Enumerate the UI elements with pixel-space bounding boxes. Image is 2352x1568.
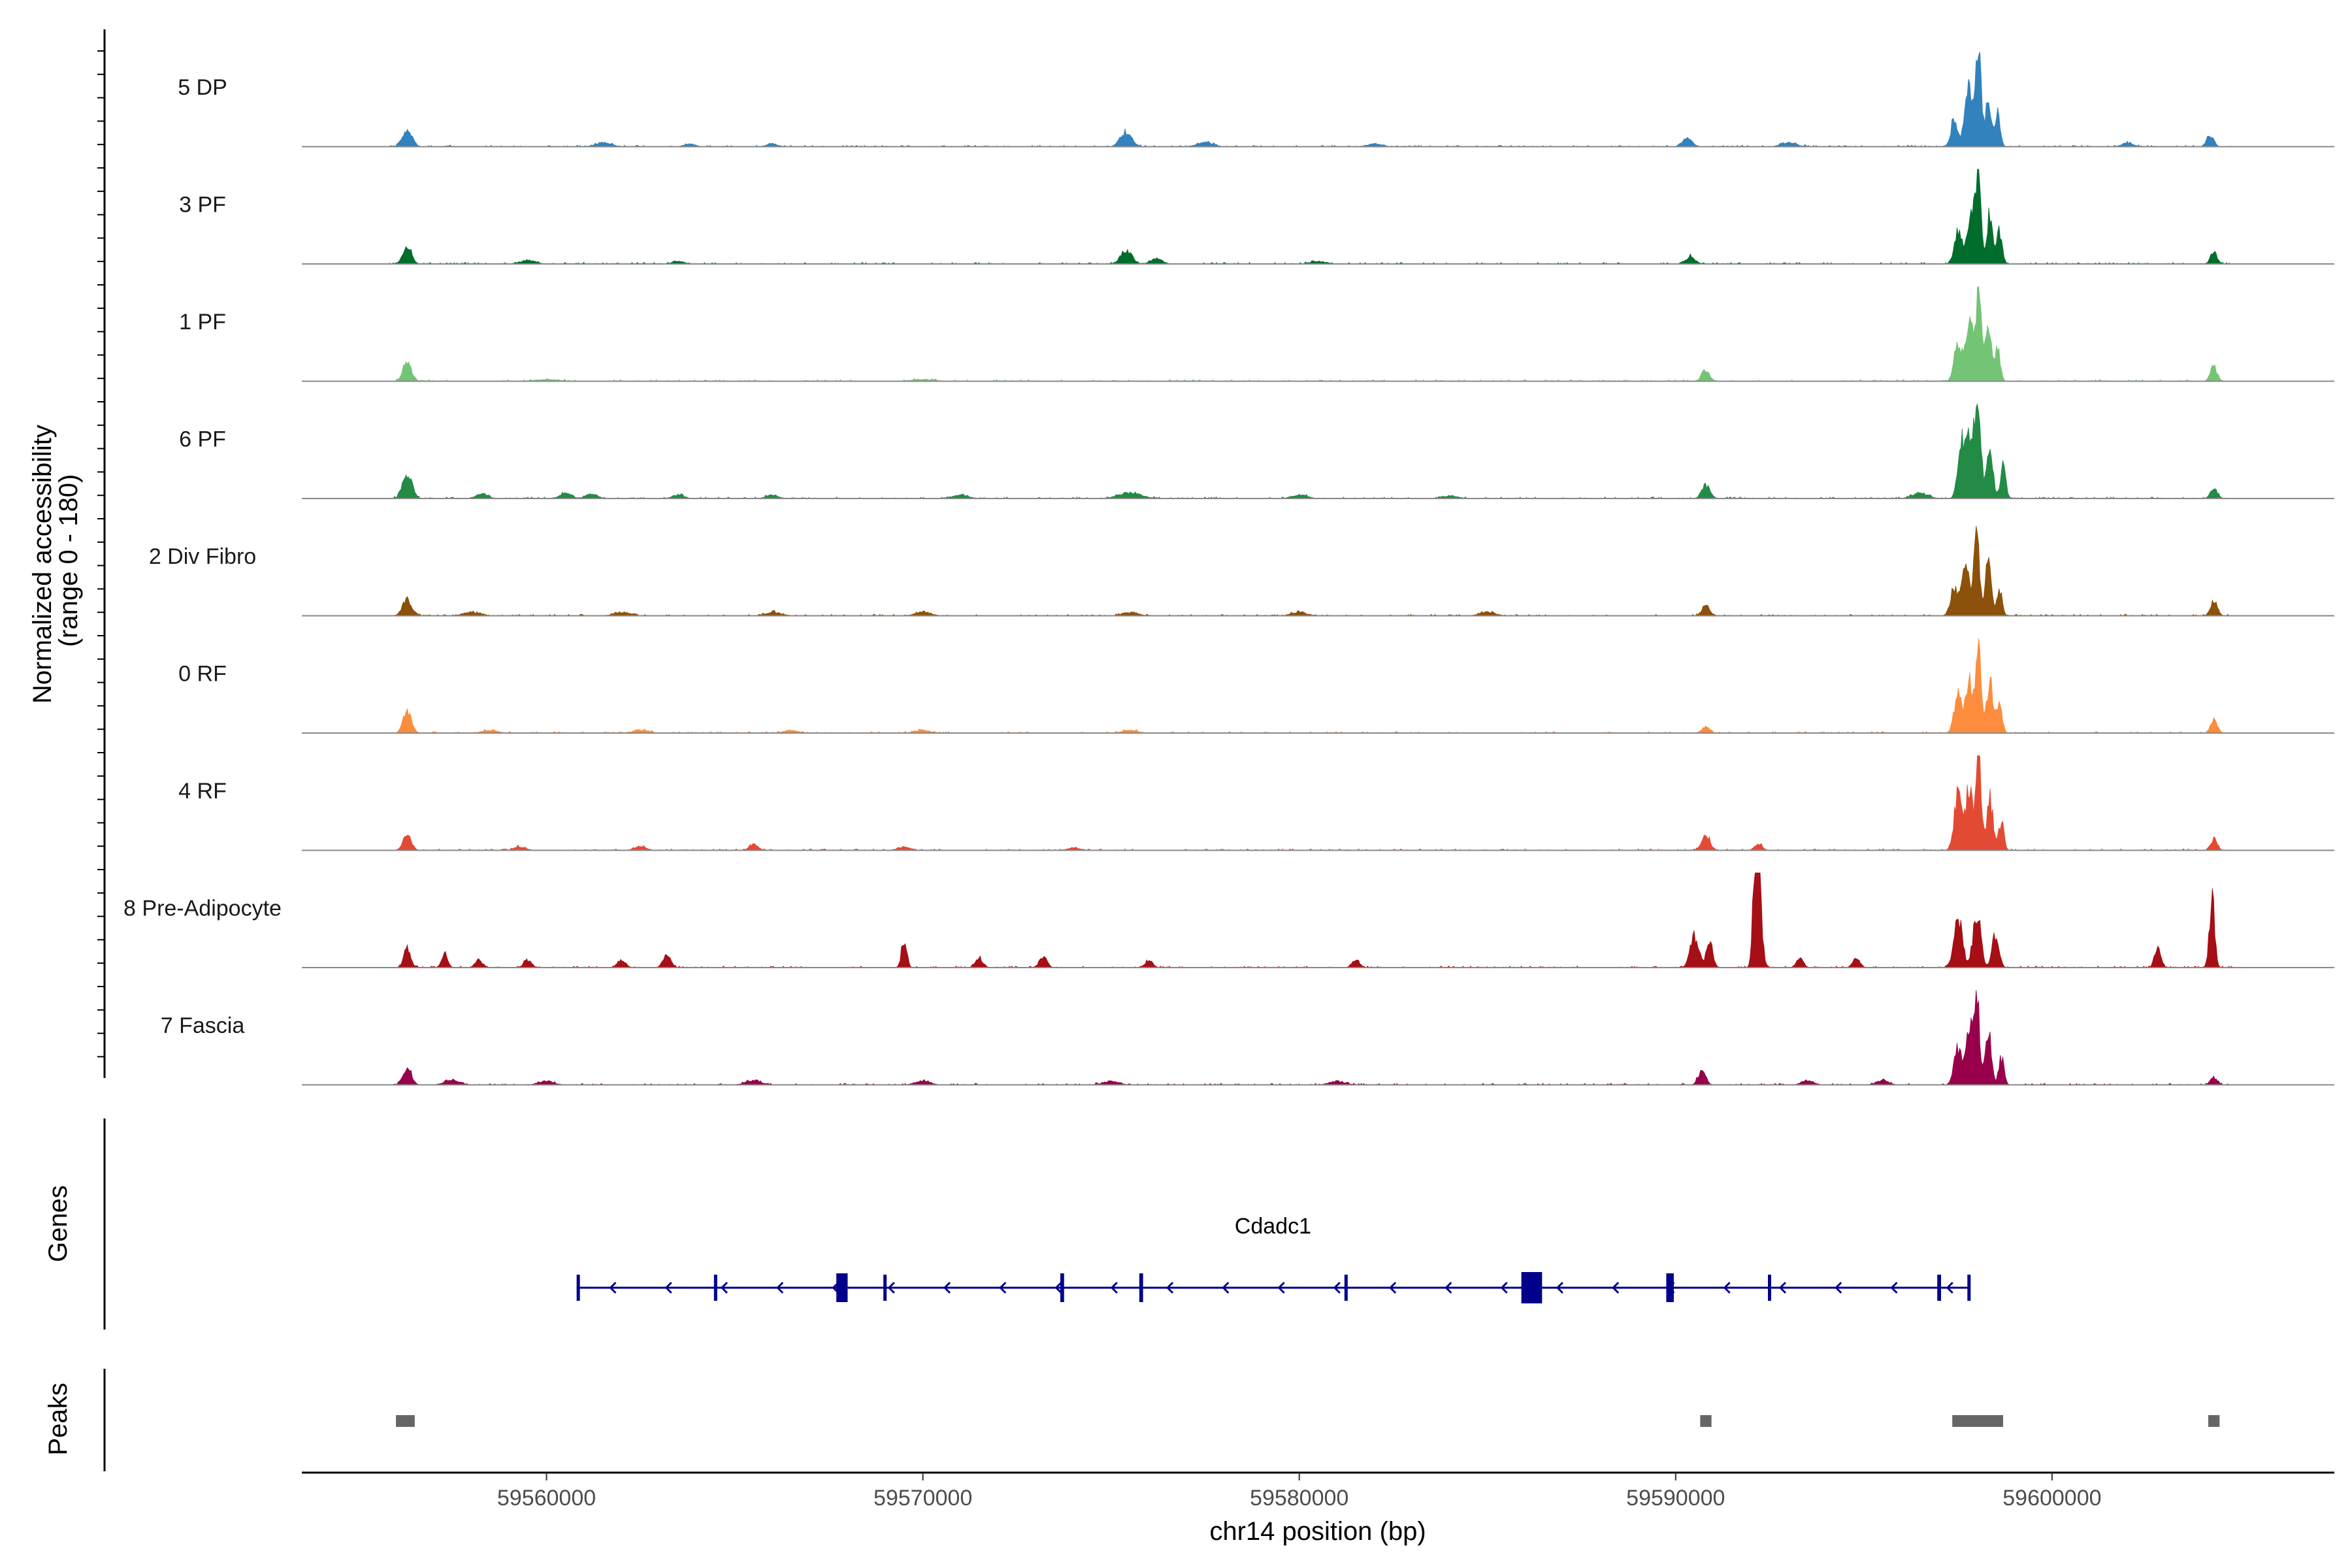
coverage-y-axis [97, 29, 106, 1078]
track-label-5-dp: 5 DP [178, 75, 227, 100]
strand-arrow [1110, 1281, 1118, 1294]
x-tick-label: 59580000 [1250, 1486, 1348, 1511]
strand-arrow [1445, 1281, 1452, 1294]
strand-arrow [1946, 1281, 1953, 1294]
x-tick-label: 59590000 [1626, 1486, 1725, 1511]
gene-exon [1937, 1275, 1941, 1301]
track-8-pre-adipocyte: 8 Pre-Adipocyte [123, 872, 2334, 968]
y-axis-ticks [97, 50, 105, 1058]
strand-arrow [1778, 1281, 1787, 1294]
track-0-rf: 0 RF [178, 638, 2334, 734]
strand-arrow [1556, 1281, 1563, 1294]
strand-arrow [1277, 1281, 1285, 1294]
peak-region [396, 1415, 415, 1427]
gene-exon [1060, 1273, 1064, 1302]
x-axis-ticks: 59560000 59570000 59580000 59590000 59600000 [497, 1473, 2102, 1511]
gene-exon [1666, 1273, 1674, 1302]
genes-panel: Genes Cdadc1 [44, 1119, 1971, 1330]
strand-arrow [1054, 1281, 1062, 1294]
strand-arrow [1835, 1281, 1842, 1294]
strand-arrow [720, 1281, 728, 1294]
peak-region [1952, 1415, 2003, 1427]
strand-arrow [1723, 1281, 1731, 1294]
track-2-div-fibro: 2 Div Fibro [149, 526, 2334, 617]
gene-name-label: Cdadc1 [1235, 1214, 1311, 1239]
track-label-8-pre-adipocyte: 8 Pre-Adipocyte [123, 896, 282, 921]
track-label-4-rf: 4 RF [178, 779, 227, 804]
strand-arrow [1166, 1281, 1174, 1294]
strand-arrow [1612, 1281, 1620, 1294]
strand-arrow [664, 1281, 672, 1294]
coverage-tracks: 5 DP 3 PF 1 PF 6 PF 2 Div Fibro 0 RF 4 RF 8 Pre… [123, 52, 2334, 1086]
x-tick-label: 59570000 [874, 1486, 972, 1511]
strand-arrow [776, 1281, 784, 1294]
track-label-0-rf: 0 RF [178, 662, 227, 687]
gene-exon [1521, 1272, 1543, 1303]
track-label-2-div-fibro: 2 Div Fibro [149, 544, 256, 569]
track-6-pf: 6 PF [179, 403, 2334, 499]
y-axis-title-line-1: Normalized accessibility [28, 425, 57, 704]
gene-exon [1344, 1275, 1348, 1301]
peak-regions [396, 1415, 2220, 1427]
y-axis-title-line-2: (range 0 - 180) [54, 474, 83, 647]
peaks-track-title: Peaks [44, 1382, 73, 1455]
x-axis-title: chr14 position (bp) [1209, 1517, 1426, 1546]
track-3-pf: 3 PF [179, 169, 2334, 265]
genes-track-title: Genes [44, 1185, 73, 1262]
gene-exon [713, 1275, 717, 1301]
strand-arrow [609, 1281, 617, 1294]
track-label-3-pf: 3 PF [179, 193, 226, 218]
strand-arrow [1333, 1281, 1341, 1294]
peaks-panel: Peaks [44, 1369, 2220, 1471]
strand-arrow [887, 1281, 895, 1294]
strand-arrow [1222, 1281, 1230, 1294]
gene-exon [1967, 1275, 1971, 1301]
track-label-7-fascia: 7 Fascia [161, 1013, 245, 1038]
strand-arrow [1388, 1281, 1397, 1294]
track-7-fascia: 7 Fascia [161, 990, 2334, 1086]
x-axis: 59560000 59570000 59580000 59590000 59600000… [302, 1471, 2334, 1546]
track-4-rf: 4 RF [178, 755, 2334, 851]
gene-exon [576, 1275, 580, 1301]
peak-region [1700, 1415, 1712, 1427]
gene-exon [836, 1273, 848, 1302]
track-5-dp: 5 DP [178, 52, 2334, 148]
strand-arrow [1890, 1281, 1898, 1294]
strand-arrow [943, 1281, 951, 1294]
strand-arrow [999, 1281, 1007, 1294]
track-1-pf: 1 PF [179, 286, 2334, 382]
x-tick-label: 59600000 [2002, 1486, 2101, 1511]
x-tick-label: 59560000 [497, 1486, 596, 1511]
gene-exon [883, 1275, 887, 1301]
coverage-y-axis-title: Normalized accessibility (range 0 - 180) [28, 417, 83, 704]
gene-exon [1139, 1273, 1143, 1302]
gene-exon [1768, 1275, 1771, 1301]
track-label-1-pf: 1 PF [179, 310, 226, 335]
peak-region [2208, 1415, 2220, 1427]
gene-model-cdadc1 [576, 1272, 1971, 1303]
track-label-6-pf: 6 PF [179, 427, 226, 452]
strand-arrow [1500, 1281, 1508, 1294]
